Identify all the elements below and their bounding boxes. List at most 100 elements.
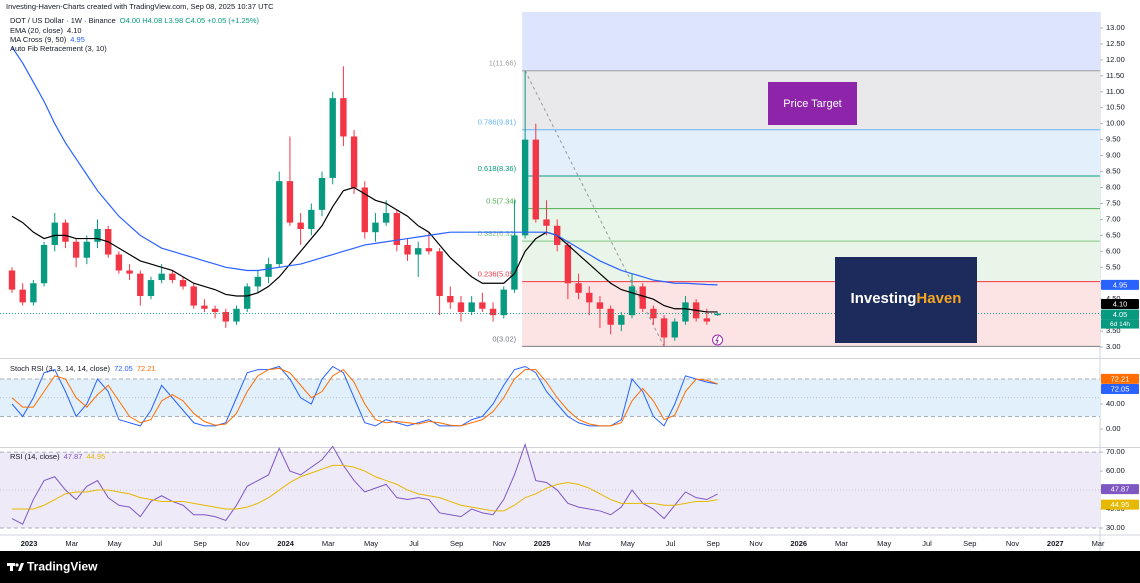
candle-body [329,98,336,178]
x-tick-label: 2026 [790,539,807,548]
fib-label: 0.618(8.36) [478,164,517,173]
fib-legend: Auto Fib Retracement (3, 10) [10,44,107,53]
indicator-line [12,464,718,512]
candle-body [489,308,497,316]
fib-label: 0.5(7.34) [486,197,517,206]
candle-body [682,302,689,322]
candle-body [72,241,80,258]
footer-bar [0,551,1140,583]
countdown-bg [1101,319,1139,329]
candle-body [500,289,507,316]
candle-body [265,264,272,277]
candle-body [308,209,315,229]
candle-body [8,270,16,290]
indicator-line [11,367,718,427]
candle-body [233,308,240,322]
candle-body [94,228,101,242]
series-tag-label: 72.05 [1111,384,1130,393]
alert-icon-bolt [715,335,719,345]
candle-body [671,321,678,338]
rsi-ma-value: 44.95 [86,452,105,461]
candle-body [286,181,294,223]
y-tick-label: 9.00 [1106,151,1121,160]
rsi-legend: RSI (14, close) 47.87 44.95 [10,452,105,461]
stoch-k-value: 72.05 [114,364,133,373]
candle-body [596,302,604,309]
y-tick-label: 11.50 [1106,71,1124,80]
candle-body [222,311,229,322]
candle-body [650,308,657,319]
candle-body [436,251,443,297]
candle-body [703,318,711,322]
x-tick-label: Sep [963,539,976,548]
y-tick-label: 12.00 [1106,55,1125,64]
candle-body [372,222,379,233]
y-tick-label: 6.00 [1106,246,1121,255]
candle-body [211,308,219,312]
fib-zone [522,176,1100,209]
y-tick-label: 13.00 [1106,23,1125,32]
x-tick-label: May [364,539,378,548]
candle-body [83,241,91,258]
y-tick-label: 12.50 [1106,39,1125,48]
candle-body [447,296,454,303]
y-tick-label: 40.00 [1106,399,1125,408]
x-tick-label: Sep [707,539,720,548]
ma-name: MA Cross (9, 50) [10,35,67,44]
y-tick-label: 7.00 [1106,214,1121,223]
candle-body [586,292,593,303]
x-tick-label: Nov [493,539,507,548]
x-tick-label: Mar [1092,539,1105,548]
brand-b: Haven [916,290,961,307]
ma-tag-label: 4.95 [1113,280,1128,289]
x-tick-label: Mar [322,539,335,548]
series-tag [1101,383,1139,394]
y-tick-label: 30.00 [1106,523,1125,532]
x-tick-label: May [877,539,891,548]
footer-logo [7,563,24,571]
plot-layer: 1(11.66) 0.786(9.81) 0.618(8.36) 0.5(7.34) 0… [0,12,1140,551]
candle-body [190,286,197,306]
candle-body [393,213,401,245]
footer-brand[interactable]: TradingView [27,560,98,574]
series-tag-label: 47.87 [1111,485,1130,494]
fib-zone [522,281,1100,347]
candle-body [179,280,187,287]
x-tick-label: Jul [153,539,163,548]
fib-label: 0.786(9.81) [478,118,517,127]
indicator-line [11,186,718,313]
candle-body [511,235,518,290]
series-tag [1101,499,1139,510]
price-target-text: Price Target [783,98,842,110]
x-tick-label: May [107,539,121,548]
candle-body [415,248,422,255]
ma-tag [1101,279,1139,290]
stoch-legend: Stoch RSI (3, 3, 14, 14, close) 72.05 72.2… [10,364,156,373]
ema-name: EMA (20, close) [10,26,63,35]
price-tag-label: 4.05 [1113,310,1128,319]
ema-value: 4.10 [67,26,82,35]
rsi-name: RSI (14, close) [10,452,60,461]
alert-icon [712,334,724,346]
candle-body [425,248,433,252]
price-tag [1101,309,1139,320]
candle-body [639,286,646,309]
candle-body [575,283,582,293]
candle-body [607,308,614,325]
fib-label: 0.382(6.32) [478,229,517,238]
y-tick-label: 70.00 [1106,447,1125,456]
indicator-line [11,442,718,525]
x-tick-label: Mar [65,539,78,548]
fib-zone [522,241,1100,282]
candle-body [564,244,572,284]
x-tick-label: Nov [749,539,763,548]
candle-body [40,244,48,284]
x-tick-label: Nov [236,539,250,548]
candle-body [158,273,165,281]
x-tick-label: Sep [450,539,463,548]
candle-body [361,187,368,233]
candle-body [62,222,69,242]
x-tick-label: Mar [578,539,591,548]
candle-body [660,318,668,338]
x-tick-label: 2023 [21,539,38,548]
